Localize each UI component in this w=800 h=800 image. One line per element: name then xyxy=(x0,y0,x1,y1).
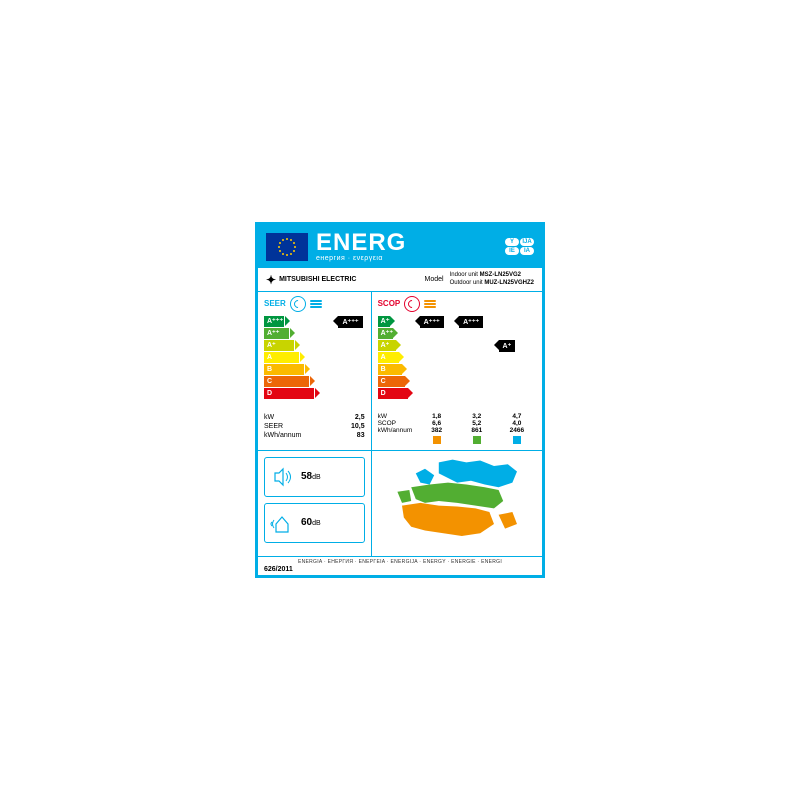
sound-column: 58dB 60dB xyxy=(258,451,372,556)
regulation-number: 626/2011 xyxy=(264,566,536,573)
subtitle: енергия · ενεργεια xyxy=(316,255,497,262)
brand-row: ✦ MITSUBISHI ELECTRIC Model Indoor unit … xyxy=(258,268,542,291)
lower-panel: 58dB 60dB xyxy=(258,450,542,556)
speaker-icon xyxy=(269,464,295,490)
footer: ENERGIA · ЕНЕРГИЯ · ΕΝΕΡΓΕΙΑ · ENERGIJA … xyxy=(258,556,542,575)
scop-stats: kWSCOPkWh/annum1,86,63823,25,28614,74,02… xyxy=(378,413,536,444)
indoor-model: MSZ-LN25VG2 xyxy=(480,272,521,278)
title: ENERG xyxy=(316,231,497,255)
seer-column: SEER A⁺⁺⁺A⁺⁺A⁺ABCD A⁺⁺⁺ kW2,5SEER10,5kWh… xyxy=(258,292,372,450)
map-column xyxy=(372,451,542,556)
outdoor-noise: 58dB xyxy=(264,457,365,497)
scop-title: SCOP xyxy=(378,299,401,308)
outdoor-model: MUZ-LN25VGHZ2 xyxy=(484,280,534,286)
brand-name: MITSUBISHI ELECTRIC xyxy=(279,276,356,283)
heat-waves-icon xyxy=(424,300,436,308)
main-panel: SEER A⁺⁺⁺A⁺⁺A⁺ABCD A⁺⁺⁺ kW2,5SEER10,5kWh… xyxy=(258,292,542,450)
seer-title: SEER xyxy=(264,299,286,308)
energy-label: ENERG енергия · ενεργεια YIJAIEIA ✦ MITS… xyxy=(255,222,545,577)
scop-scale: A⁺⁺⁺A⁺⁺A⁺ABCD xyxy=(378,316,414,410)
eu-flag-icon xyxy=(266,233,308,261)
cooling-icon xyxy=(290,296,306,312)
lang-chips: YIJAIEIA xyxy=(505,238,534,255)
scop-column: SCOP A⁺⁺⁺A⁺⁺A⁺ABCD A⁺⁺⁺A⁺⁺⁺A⁺ kWSCOPkWh/… xyxy=(372,292,542,450)
model-label: Model xyxy=(425,276,444,283)
heating-icon xyxy=(404,296,420,312)
scop-rating-pointers: A⁺⁺⁺A⁺⁺⁺A⁺ xyxy=(418,316,536,410)
house-icon xyxy=(269,510,295,536)
footer-langs: ENERGIA · ЕНЕРГИЯ · ΕΝΕΡΓΕΙΑ · ENERGIJA … xyxy=(264,559,536,565)
seer-scale: A⁺⁺⁺A⁺⁺A⁺ABCD A⁺⁺⁺ xyxy=(264,316,365,410)
cool-waves-icon xyxy=(310,300,322,308)
seer-stats: kW2,5SEER10,5kWh/annum83 xyxy=(264,413,365,440)
header: ENERG енергия · ενεργεια YIJAIEIA xyxy=(258,225,542,268)
seer-rating-pointer: A⁺⁺⁺ xyxy=(338,316,362,328)
brand-logo-icon: ✦ xyxy=(266,273,276,287)
indoor-noise: 60dB xyxy=(264,503,365,543)
europe-map-icon xyxy=(376,455,538,547)
